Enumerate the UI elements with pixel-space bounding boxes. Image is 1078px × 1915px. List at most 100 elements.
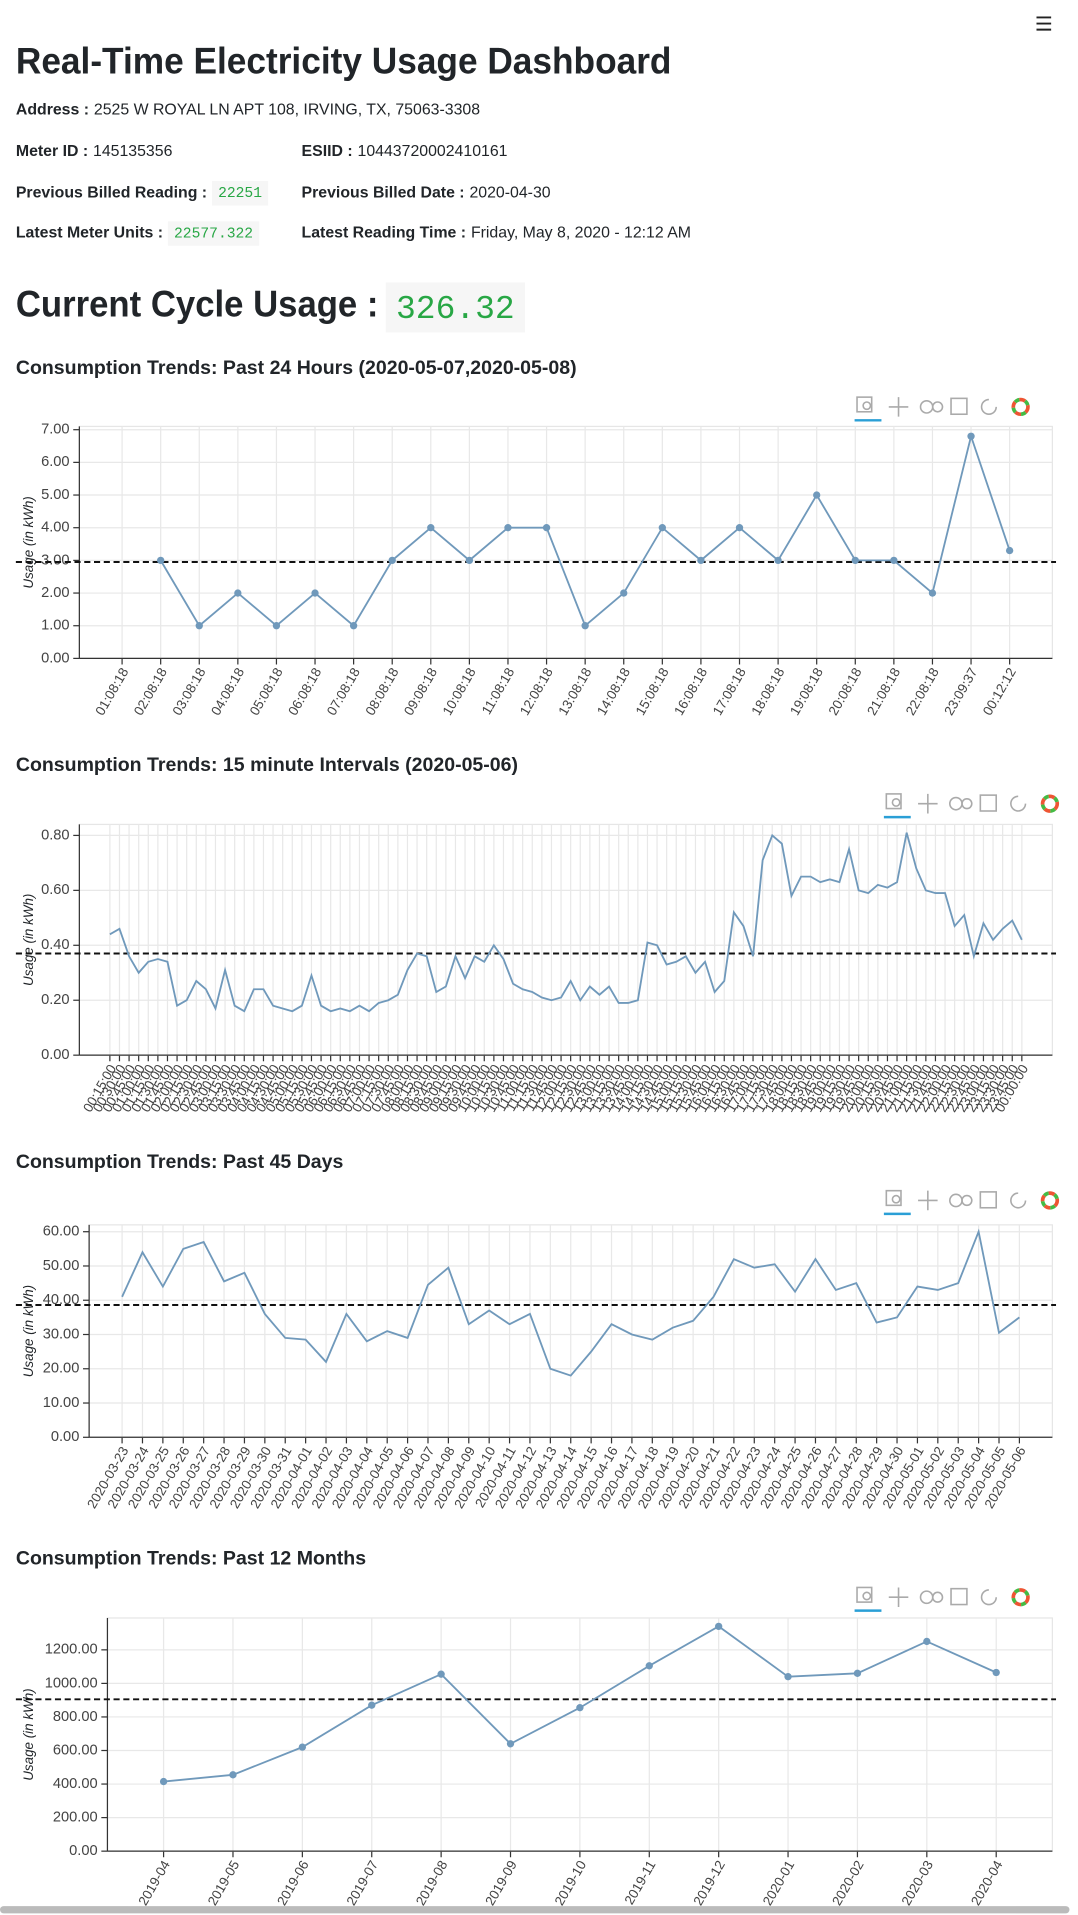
x-tick-label: 00:12:12 [980,665,1019,718]
y-tick-label: 3.00 [41,552,70,568]
info-label: Latest Meter Units : [16,225,163,242]
usage-point [195,622,203,630]
x-tick-label: 2019-07 [343,1858,381,1908]
y-tick-label: 60.00 [43,1224,80,1240]
info-label: Address : [16,101,89,118]
chart-toolbar[interactable] [882,1188,1060,1216]
usage-point [229,1771,237,1779]
y-tick-label: 20.00 [43,1361,80,1377]
y-tick-label: 0.00 [41,1047,70,1063]
usage-point [581,622,589,630]
usage-point [853,1669,862,1677]
chart-title: Consumption Trends: Past 12 Months [16,1548,366,1570]
usage-point [735,524,744,532]
y-axis-label: Usage (in kWh) [21,894,36,986]
y-tick-label: 0.60 [41,882,70,898]
usage-point [368,1701,376,1709]
usage-point [388,556,396,565]
x-tick-label: 14:08:18 [594,665,633,718]
usage-point [784,1673,792,1681]
y-axis-label: Usage (in kWh) [21,1688,36,1780]
usage-line [109,832,1023,1013]
x-tick-label: 15:08:18 [633,665,672,718]
x-tick-label: 12:08:18 [517,665,556,718]
usage-point [234,589,242,597]
y-tick-label: 50.00 [43,1258,80,1274]
usage-point [576,1704,584,1712]
menu-button[interactable] [1032,12,1055,35]
y-axis-label: Usage (in kWh) [21,496,36,588]
chart-title: Consumption Trends: Past 24 Hours (2020-… [16,357,577,379]
y-tick-label: 0.00 [69,1843,98,1859]
y-tick-label: 5.00 [41,487,70,503]
usage-point [542,524,551,532]
x-tick-label: 23:09:37 [941,665,980,718]
usage-point [715,1622,723,1631]
y-tick-label: 600.00 [53,1742,98,1758]
menu-icon[interactable] [1036,16,1052,31]
usage-point [851,556,859,565]
usage-point [298,1743,307,1751]
x-tick-label: 22:08:18 [903,665,942,718]
x-tick-label: 2019-11 [622,1858,659,1907]
usage-point [272,622,281,630]
y-tick-label: 2.00 [41,585,70,601]
plot-frame [78,425,1053,660]
scrollbar[interactable] [0,1906,1070,1914]
usage-point [157,556,165,565]
page-title: Real-Time Electricity Usage Dashboard [16,41,672,82]
x-tick-label: 2019-06 [274,1858,312,1908]
usage-point [923,1637,931,1646]
info-value: 22251 [218,186,262,202]
x-tick-label: 11:08:18 [479,665,518,717]
y-tick-label: 200.00 [53,1809,98,1825]
y-tick-label: 7.00 [41,422,70,438]
info-label: Previous Billed Date : [302,184,465,201]
x-tick-label: 18:08:18 [748,665,787,718]
cycle-usage-background [385,282,525,333]
y-tick-label: 4.00 [41,520,70,536]
x-tick-label: 03:08:18 [170,665,209,718]
x-tick-label: 2019-05 [205,1858,243,1908]
x-tick-label: 19:08:18 [787,665,826,718]
chart-toolbar[interactable] [882,792,1060,819]
y-tick-label: 0.00 [41,650,70,666]
usage-point [1005,546,1014,555]
y-tick-label: 400.00 [53,1776,98,1792]
y-tick-label: 0.20 [41,992,70,1008]
y-tick-label: 1200.00 [45,1642,98,1658]
chart-toolbar[interactable] [852,395,1030,423]
x-tick-label: 2019-10 [552,1858,590,1908]
x-tick-label: 08:08:18 [362,665,401,718]
x-tick-label: 17:08:18 [710,665,749,718]
usage-point [349,622,358,630]
x-tick-label: 05:08:18 [247,665,286,718]
info-value: 10443720002410161 [358,143,508,160]
usage-point [928,589,937,597]
x-tick-label: 2020-03 [899,1858,937,1908]
chart-toolbar[interactable] [852,1585,1030,1613]
y-tick-label: 1.00 [41,618,70,634]
x-tick-label: 13:08:18 [555,665,594,718]
usage-line [121,1228,1020,1377]
x-tick-label: 20:08:18 [826,665,865,718]
usage-point [813,491,821,499]
info-value: Friday, May 8, 2020 - 12:12 AM [471,225,691,242]
usage-point [658,524,666,532]
usage-point [645,1662,653,1670]
usage-point [437,1670,445,1678]
info-value: 22577.322 [174,226,253,242]
y-tick-label: 0.80 [41,827,70,843]
code-background [167,221,260,246]
usage-point [697,556,705,565]
x-tick-label: 2019-04 [135,1857,173,1908]
info-label: Previous Billed Reading : [16,184,207,201]
y-tick-label: 10.00 [43,1395,80,1411]
x-tick-label: 2019-12 [690,1858,728,1908]
x-tick-label: 02:08:18 [131,665,170,718]
y-tick-label: 0.00 [51,1429,80,1445]
x-tick-label: 2019-09 [482,1858,520,1908]
usage-point [311,589,319,597]
usage-point [620,589,628,597]
x-tick-label: 07:08:18 [324,665,363,718]
